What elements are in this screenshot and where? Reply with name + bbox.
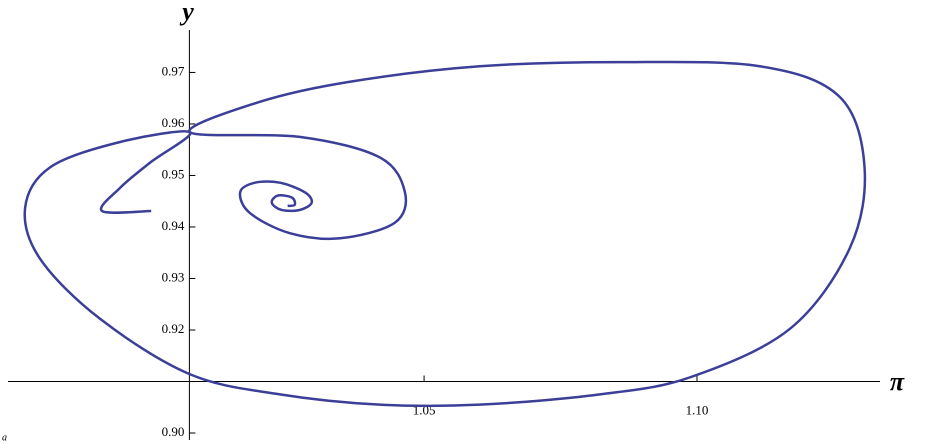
y-tick-label: 0.97: [162, 63, 185, 78]
annotation: a: [2, 432, 7, 443]
x-axis-label: π: [890, 367, 905, 396]
x-tick-label: 1.10: [686, 402, 709, 417]
y-axis-label: y: [179, 0, 194, 26]
y-tick-label: 0.90: [162, 424, 185, 439]
y-tick-label: 0.93: [162, 269, 185, 284]
curve: [23, 60, 867, 408]
y-tick-label: 0.92: [162, 321, 185, 336]
y-tick-label: 0.95: [162, 166, 185, 181]
y-tick-label: 0.94: [162, 218, 185, 233]
y-tick-label: 0.96: [162, 115, 185, 130]
